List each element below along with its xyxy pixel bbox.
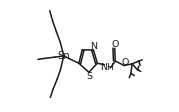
Text: NH: NH: [100, 63, 114, 72]
Text: O: O: [121, 58, 129, 67]
Text: S: S: [86, 72, 93, 81]
Text: N: N: [90, 42, 98, 51]
Text: O: O: [111, 40, 118, 49]
Text: Sn: Sn: [57, 51, 70, 61]
